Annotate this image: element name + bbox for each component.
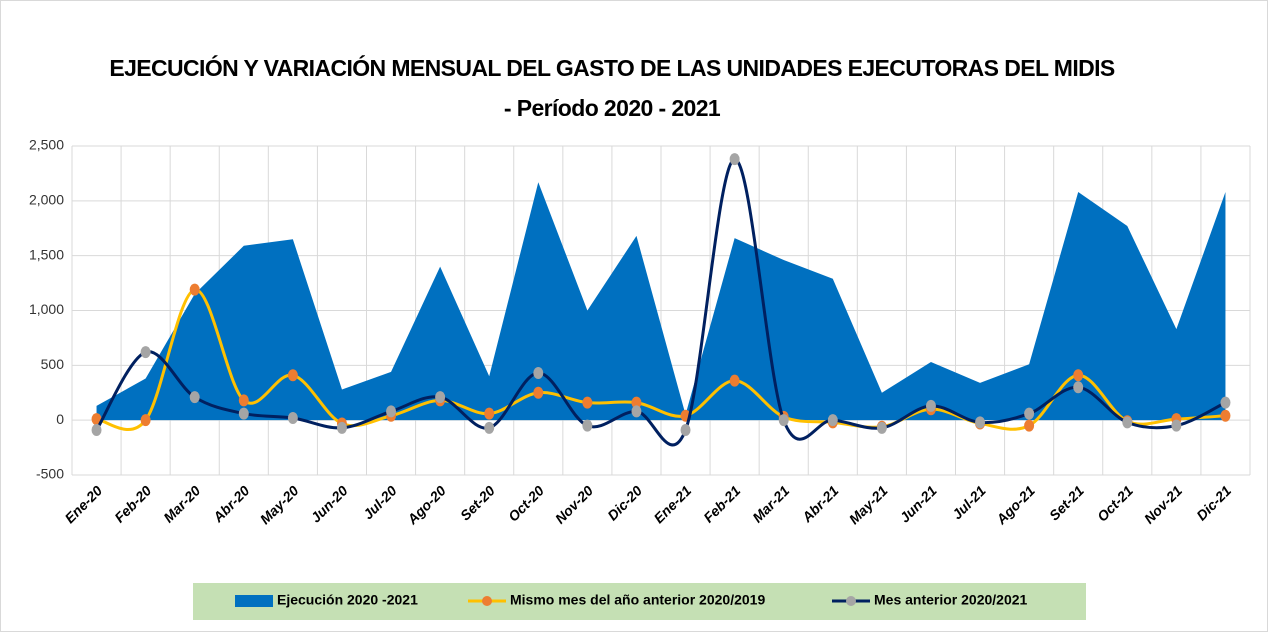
marker [1024,419,1035,432]
marker [582,419,593,432]
marker [778,414,789,427]
y-tick-label: 2,000 [29,192,64,208]
marker [91,413,102,426]
legend-swatch [235,595,273,607]
marker [729,374,740,387]
legend-box [193,583,1086,620]
marker [975,416,986,429]
marker [925,399,936,412]
legend-marker [482,596,492,606]
marker [189,391,200,404]
marker [680,424,691,437]
legend-label: Mismo mes del año anterior 2020/2019 [510,592,765,608]
legend-label: Ejecución 2020 -2021 [277,592,418,608]
marker [1220,409,1231,422]
legend-label: Mes anterior 2020/2021 [874,592,1028,608]
y-tick-label: 1,000 [29,301,64,317]
marker [631,405,642,418]
marker [484,407,495,420]
marker [140,414,151,427]
chart-title: EJECUCIÓN Y VARIACIÓN MENSUAL DEL GASTO … [109,54,1115,81]
marker [1171,419,1182,432]
marker [336,421,347,434]
y-tick-label: 0 [56,411,64,427]
marker [631,396,642,409]
marker [533,386,544,399]
legend-marker [846,596,856,606]
marker [729,153,740,166]
marker [1073,381,1084,394]
marker [435,391,446,404]
marker [140,346,151,359]
marker [287,369,298,382]
area [96,182,1226,421]
marker [238,394,249,407]
marker [1220,396,1231,409]
marker [1073,369,1084,382]
chart-title: - Período 2020 - 2021 [504,95,721,121]
y-tick-label: 500 [41,356,65,372]
marker [827,414,838,427]
marker [238,407,249,420]
marker [91,424,102,437]
marker [287,411,298,424]
marker [1024,407,1035,420]
y-tick-label: 2,500 [29,137,64,153]
y-tick-label: 1,500 [29,246,64,262]
marker [1122,416,1133,429]
marker [876,421,887,434]
marker [189,283,200,296]
marker [484,421,495,434]
marker [533,367,544,380]
y-tick-label: -500 [36,466,64,482]
marker [582,396,593,409]
marker [386,405,397,418]
